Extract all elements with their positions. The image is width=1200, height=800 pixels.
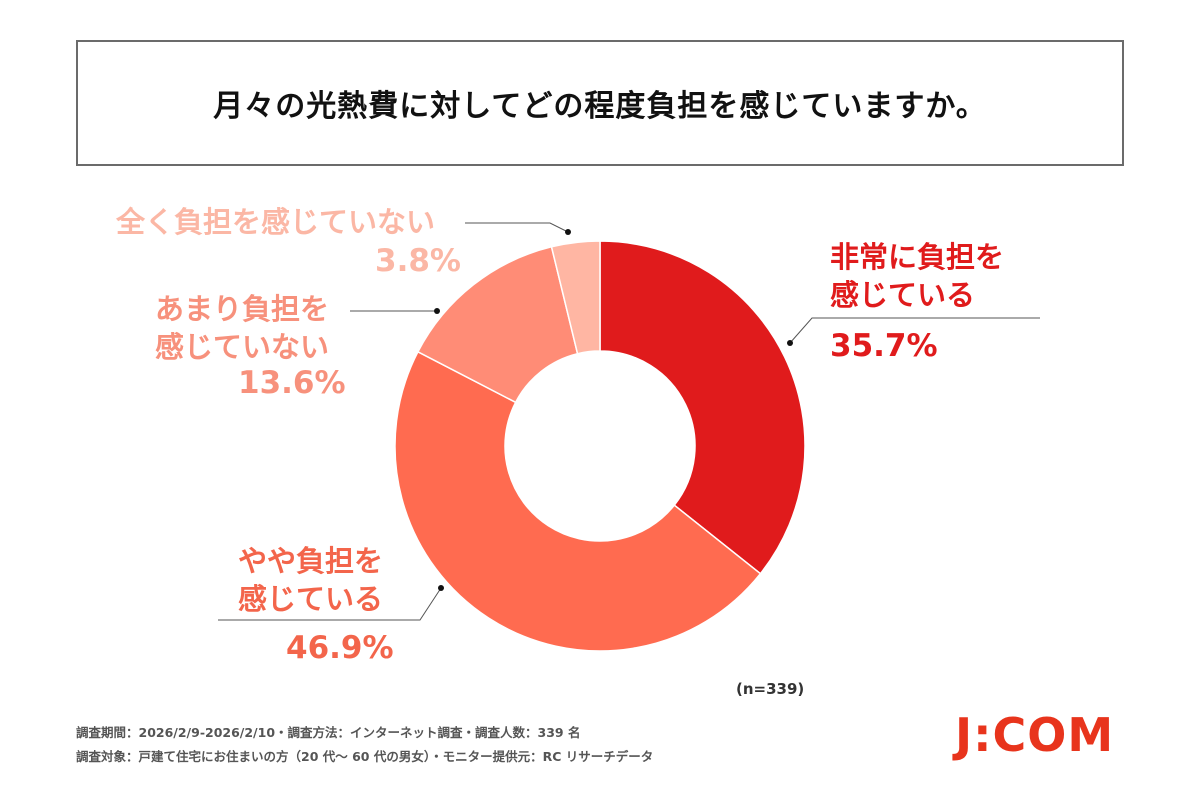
title-box: 月々の光熱費に対してどの程度負担を感じていますか。 xyxy=(76,40,1124,166)
donut-slice-0 xyxy=(599,240,806,575)
leader-line-0 xyxy=(789,317,1040,344)
slice-label-3: 全く負担を感じていない xyxy=(116,203,435,241)
leader-dot-3 xyxy=(565,229,571,235)
slice-label-2: あまり負担を 感じていない xyxy=(155,290,329,366)
leader-dot-2 xyxy=(434,308,440,314)
chart-title: 月々の光熱費に対してどの程度負担を感じていますか。 xyxy=(213,89,987,124)
slice-label-2-line2: 感じていない xyxy=(155,330,330,364)
jcom-logo: J:COM xyxy=(955,708,1115,762)
slice-label-2-line1: あまり負担を xyxy=(155,292,330,326)
slice-value-0: 35.7% xyxy=(830,328,938,364)
leader-dot-1 xyxy=(438,585,444,591)
leader-line-1 xyxy=(218,587,442,621)
slice-label-0: 非常に負担を 感じている xyxy=(830,238,1004,314)
slice-label-1: やや負担を 感じている xyxy=(238,542,383,618)
leader-line-3 xyxy=(465,222,569,233)
slice-value-2: 13.6% xyxy=(238,365,346,401)
slice-label-0-line1: 非常に負担を xyxy=(830,240,1005,274)
footer-line2: 調査対象：戸建て住宅にお住まいの方（20 代～ 60 代の男女）・モニター提供元… xyxy=(76,749,654,764)
slice-label-1-line1: やや負担を xyxy=(238,544,384,578)
slice-label-0-line2: 感じている xyxy=(830,278,976,312)
donut-slice-2 xyxy=(416,245,579,404)
sample-size: (n=339) xyxy=(736,680,805,698)
slice-label-1-line2: 感じている xyxy=(238,582,384,616)
slice-value-3: 3.8% xyxy=(375,243,461,279)
slice-label-3-line1: 全く負担を感じていない xyxy=(116,205,436,239)
donut-slice-3 xyxy=(550,240,601,355)
footer-line1: 調査期間：2026/2/9-2026/2/10・調査方法：インターネット調査・調… xyxy=(76,725,581,740)
leader-dot-0 xyxy=(787,340,793,346)
donut-slice-1 xyxy=(394,350,762,652)
slice-value-1: 46.9% xyxy=(286,630,394,666)
